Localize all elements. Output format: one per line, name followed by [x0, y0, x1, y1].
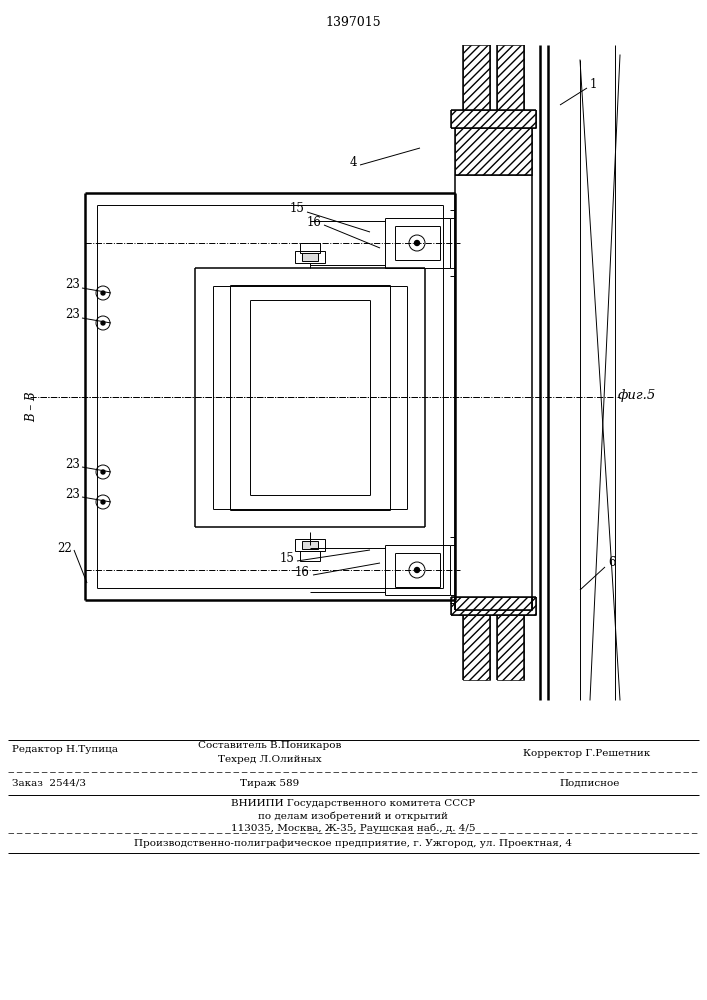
Text: ВНИИПИ Государственного комитета СССР: ВНИИПИ Государственного комитета СССР	[231, 800, 475, 808]
Text: В – В: В – В	[25, 392, 38, 422]
Text: 16: 16	[295, 566, 310, 578]
Text: фиг.5: фиг.5	[618, 388, 656, 401]
Bar	[300, 243, 320, 253]
Bar	[455, 597, 532, 610]
Text: 15: 15	[290, 202, 305, 215]
Bar	[295, 251, 325, 263]
Circle shape	[101, 500, 105, 504]
Bar	[302, 541, 318, 549]
Bar	[497, 45, 524, 110]
Bar	[497, 615, 524, 680]
Text: 1: 1	[590, 79, 597, 92]
Text: 4: 4	[350, 155, 358, 168]
Bar	[463, 45, 490, 110]
Circle shape	[414, 240, 419, 245]
Circle shape	[101, 321, 105, 325]
Text: Составитель В.Поникаров: Составитель В.Поникаров	[198, 740, 341, 750]
Text: 15: 15	[280, 552, 295, 564]
Text: 23: 23	[65, 308, 80, 322]
Bar	[295, 539, 325, 551]
Text: 23: 23	[65, 458, 80, 471]
Text: 23: 23	[65, 278, 80, 292]
Text: Корректор Г.Решетник: Корректор Г.Решетник	[522, 748, 650, 758]
Text: Заказ  2544/3: Заказ 2544/3	[12, 778, 86, 788]
Text: 22: 22	[57, 542, 72, 554]
Circle shape	[101, 291, 105, 295]
Bar	[300, 551, 320, 561]
Text: Редактор Н.Тупица: Редактор Н.Тупица	[12, 746, 118, 754]
Bar	[463, 615, 490, 680]
Circle shape	[414, 568, 419, 572]
Circle shape	[101, 470, 105, 474]
Text: 1397015: 1397015	[325, 15, 381, 28]
Bar	[451, 110, 536, 128]
Text: Техред Л.Олийных: Техред Л.Олийных	[218, 756, 322, 764]
Text: Подписное: Подписное	[560, 778, 620, 788]
Text: 113035, Москва, Ж-35, Раушская наб., д. 4/5: 113035, Москва, Ж-35, Раушская наб., д. …	[230, 823, 475, 833]
Text: 6: 6	[608, 556, 616, 570]
Bar	[302, 253, 318, 261]
Text: Производственно-полиграфическое предприятие, г. Ужгород, ул. Проектная, 4: Производственно-полиграфическое предприя…	[134, 838, 572, 848]
Text: Тираж 589: Тираж 589	[240, 778, 300, 788]
Text: 23: 23	[65, 488, 80, 500]
Text: 16: 16	[307, 216, 322, 229]
Text: по делам изобретений и открытий: по делам изобретений и открытий	[258, 811, 448, 821]
Bar	[455, 128, 532, 175]
Bar	[451, 597, 536, 615]
